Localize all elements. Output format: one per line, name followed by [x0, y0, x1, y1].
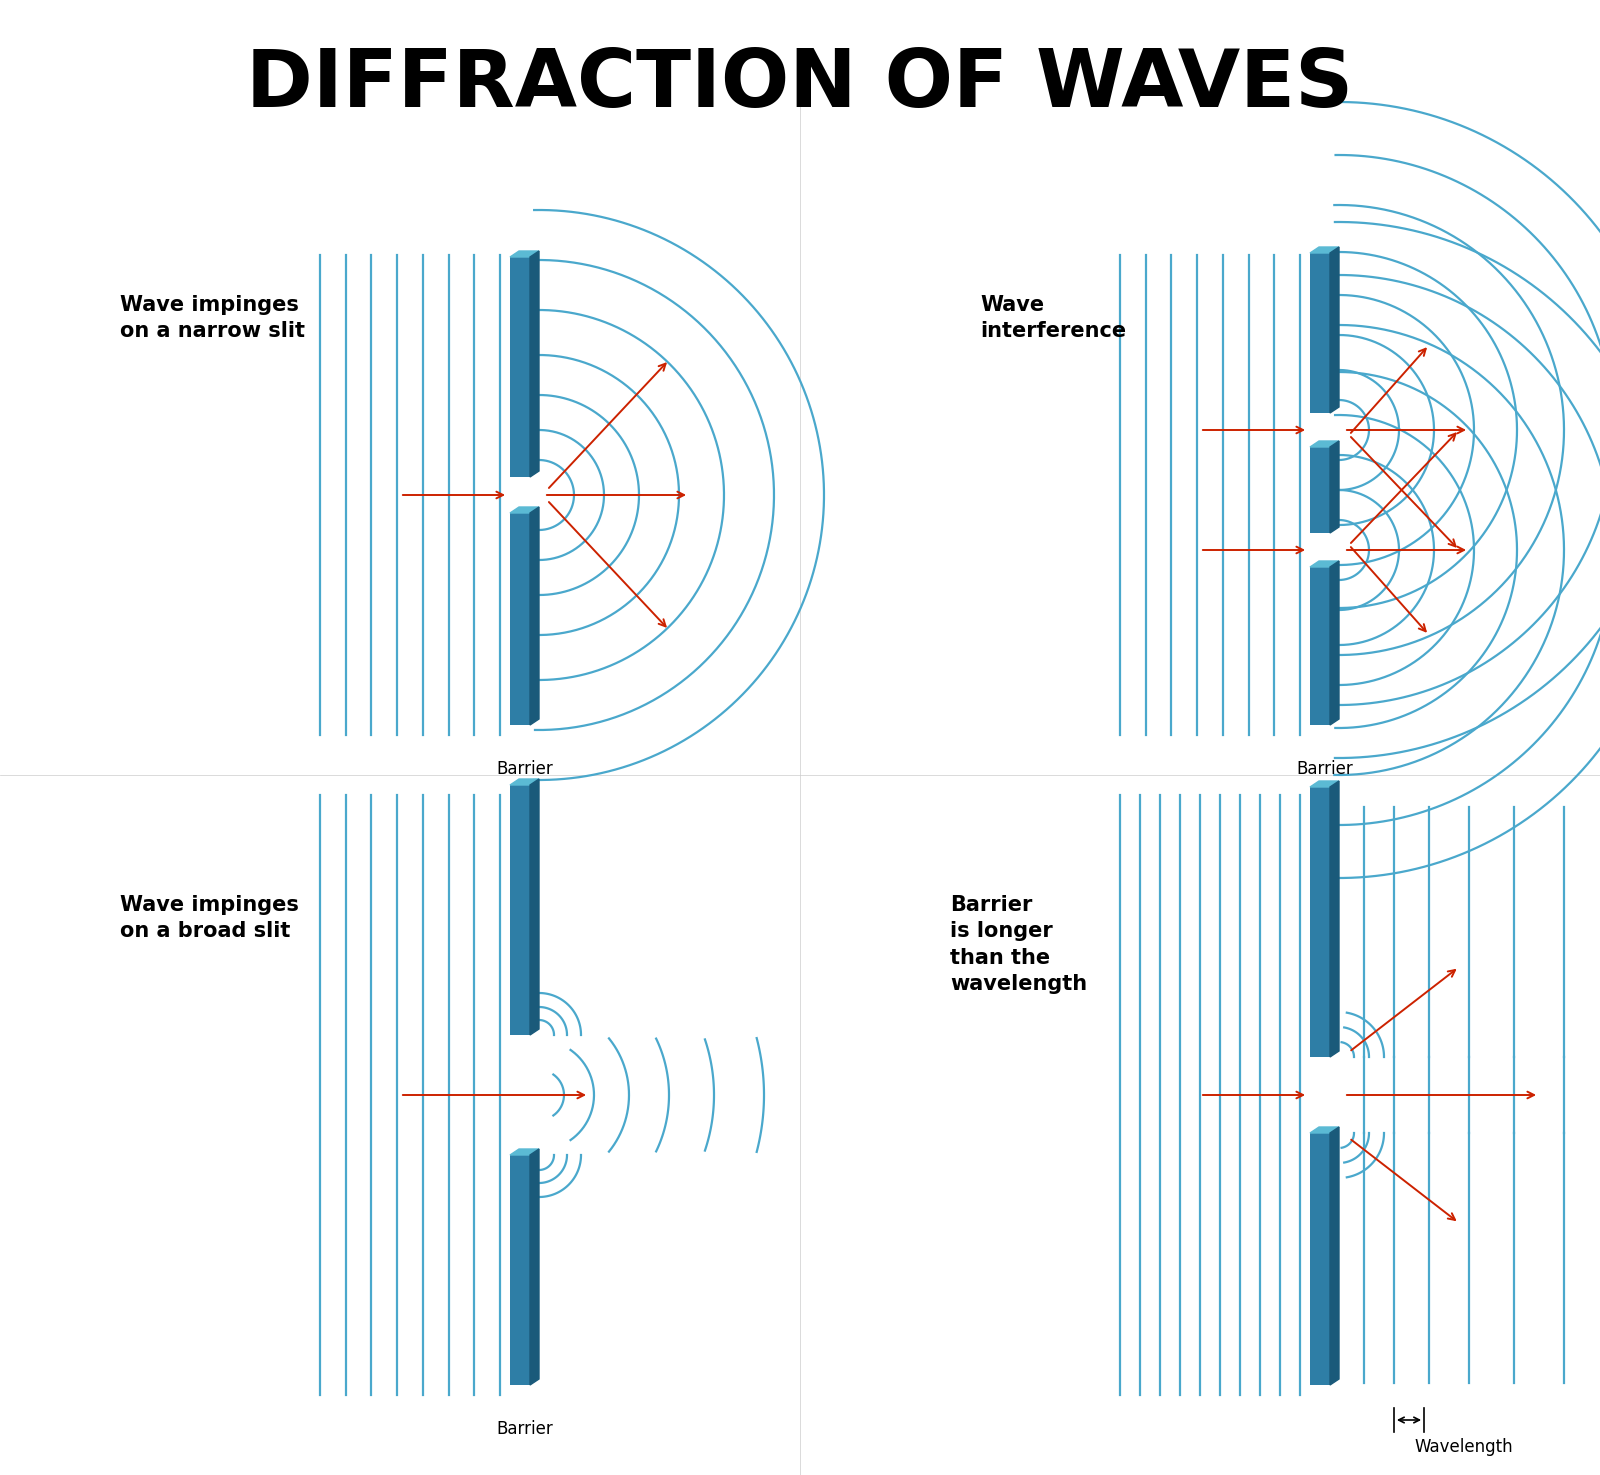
Polygon shape: [510, 251, 539, 257]
Text: Barrier: Barrier: [496, 1420, 554, 1438]
Bar: [510, 1155, 530, 1385]
Polygon shape: [1310, 1127, 1339, 1133]
Polygon shape: [1330, 560, 1339, 726]
Polygon shape: [1310, 246, 1339, 254]
Text: Wave
interference: Wave interference: [979, 295, 1126, 341]
Polygon shape: [1330, 1127, 1339, 1385]
Polygon shape: [530, 251, 539, 476]
Polygon shape: [1310, 780, 1339, 788]
Bar: [510, 785, 530, 1035]
Bar: [1310, 566, 1330, 726]
Polygon shape: [1310, 560, 1339, 566]
Text: Wavelength: Wavelength: [1414, 1438, 1512, 1456]
Polygon shape: [1330, 780, 1339, 1058]
Polygon shape: [510, 1149, 539, 1155]
Polygon shape: [1330, 246, 1339, 413]
Text: Wave impinges
on a broad slit: Wave impinges on a broad slit: [120, 895, 299, 941]
Text: Barrier: Barrier: [496, 760, 554, 777]
Polygon shape: [530, 1149, 539, 1385]
Polygon shape: [510, 779, 539, 785]
Polygon shape: [530, 779, 539, 1035]
Text: Barrier
is longer
than the
wavelength: Barrier is longer than the wavelength: [950, 895, 1086, 994]
Bar: [1310, 788, 1330, 1058]
Bar: [1310, 447, 1330, 532]
Bar: [1310, 1133, 1330, 1385]
Bar: [510, 257, 530, 476]
Polygon shape: [510, 507, 539, 513]
Polygon shape: [1330, 441, 1339, 532]
Bar: [510, 513, 530, 726]
Text: Wave impinges
on a narrow slit: Wave impinges on a narrow slit: [120, 295, 306, 341]
Polygon shape: [530, 507, 539, 726]
Polygon shape: [1310, 441, 1339, 447]
Text: DIFFRACTION OF WAVES: DIFFRACTION OF WAVES: [246, 46, 1354, 124]
Text: Barrier: Barrier: [1296, 760, 1354, 777]
Bar: [1310, 254, 1330, 413]
